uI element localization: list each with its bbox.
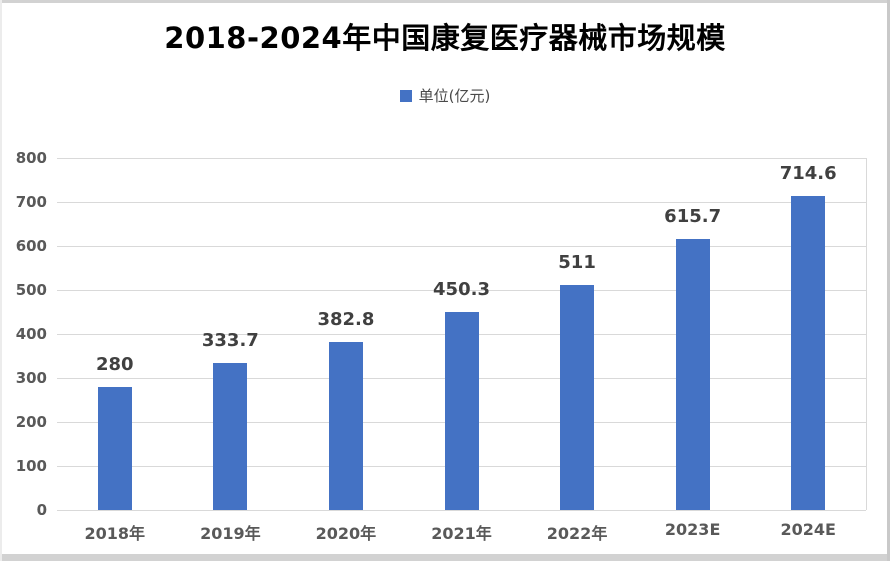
bar-value-label: 615.7 (664, 206, 722, 227)
bar-value-label: 714.6 (779, 163, 837, 184)
gridline (57, 201, 866, 203)
y-axis-tick-label: 0 (36, 501, 47, 519)
x-axis-label: 2021年 (431, 524, 492, 543)
bar-2020年 (328, 342, 363, 510)
bar-2022年 (560, 285, 595, 510)
y-axis-tick-label: 800 (15, 149, 47, 167)
gridline (57, 245, 866, 247)
plot-right-border (866, 158, 867, 510)
legend-marker-icon (399, 90, 412, 102)
y-axis-tick-label: 400 (15, 325, 47, 343)
bar-2021年 (444, 312, 479, 510)
x-axis-label: 2020年 (315, 524, 377, 543)
chart-title: 2018-2024年中国康复医疗器械市场规模 (164, 21, 726, 55)
y-axis-tick-label: 500 (15, 281, 47, 299)
y-axis-tick-label: 700 (15, 193, 47, 211)
bar-2023E (675, 239, 710, 510)
y-axis-tick-label: 300 (15, 369, 47, 387)
y-axis-tick-label: 600 (15, 237, 47, 255)
x-axis-label: 2023E (664, 520, 721, 539)
frame-border-top (0, 0, 890, 3)
bar-2024E (791, 196, 826, 510)
x-axis-label: 2018年 (84, 524, 146, 543)
bar-value-label: 333.7 (201, 330, 259, 351)
y-axis-tick-label: 100 (15, 457, 47, 475)
y-axis-tick-label: 200 (15, 413, 47, 431)
x-axis-label: 2024E (780, 520, 836, 539)
frame-border-right (887, 0, 890, 561)
frame-border-bottom (0, 554, 890, 561)
bar-value-label: 280 (95, 354, 134, 375)
x-axis-label: 2022年 (546, 524, 608, 543)
gridline (57, 509, 866, 511)
legend-label: 单位(亿元) (418, 87, 491, 105)
bar-value-label: 511 (558, 252, 596, 273)
gridline (57, 157, 866, 159)
bar-value-label: 450.3 (433, 279, 490, 300)
bar-value-label: 382.8 (317, 309, 375, 330)
frame-border-left (0, 0, 2, 561)
legend: 单位(亿元) (0, 86, 890, 106)
gridline (57, 289, 866, 291)
bar-2018年 (97, 387, 132, 510)
x-axis-label: 2019年 (200, 524, 261, 543)
bar-2019年 (213, 363, 248, 510)
